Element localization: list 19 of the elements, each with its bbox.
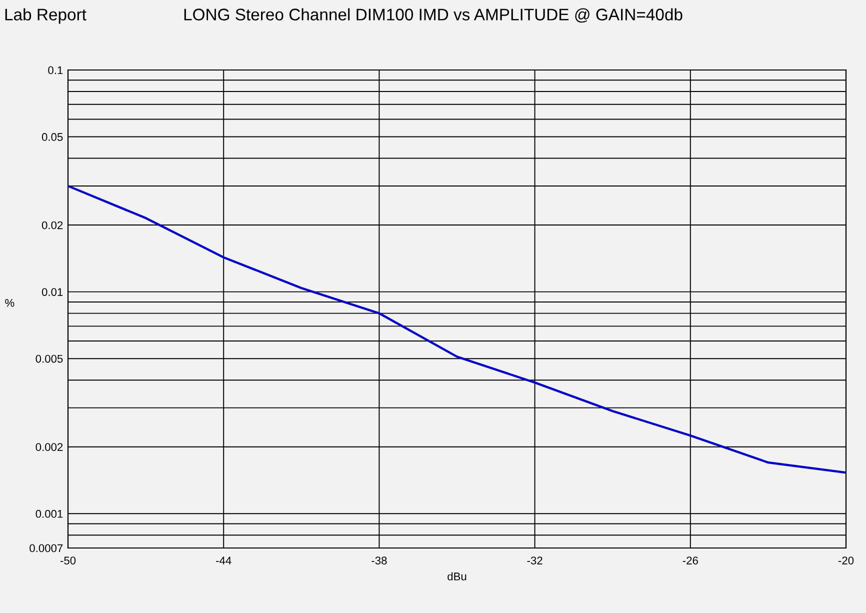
x-tick-label: -26 [682, 556, 698, 564]
line-series [68, 184, 846, 474]
y-tick-label: 0.005 [36, 354, 63, 363]
y-tick-label: 0.01 [42, 288, 63, 296]
y-tick-label: 0.05 [42, 133, 63, 141]
x-tick-label: -38 [372, 556, 387, 564]
y-tick-label: 0.002 [36, 443, 63, 451]
y-tick-label: 0.02 [42, 221, 63, 230]
chart-title: LONG Stereo Channel DIM100 IMD vs AMPLITUDE @ GAIN=40db [184, 8, 682, 23]
x-tick-label: -32 [527, 556, 542, 564]
y-tick-label: 0.0007 [30, 544, 63, 552]
x-tick-label: -20 [838, 556, 854, 564]
y-tick-label: 0.001 [36, 510, 63, 518]
x-axis-title: dBu [448, 572, 466, 580]
x-tick-label: -50 [60, 556, 76, 564]
y-tick-label: 0.1 [48, 66, 63, 74]
y-axis-title: % [5, 298, 14, 307]
x-tick-label: -44 [216, 556, 232, 564]
text: Lab Report [5, 8, 86, 24]
